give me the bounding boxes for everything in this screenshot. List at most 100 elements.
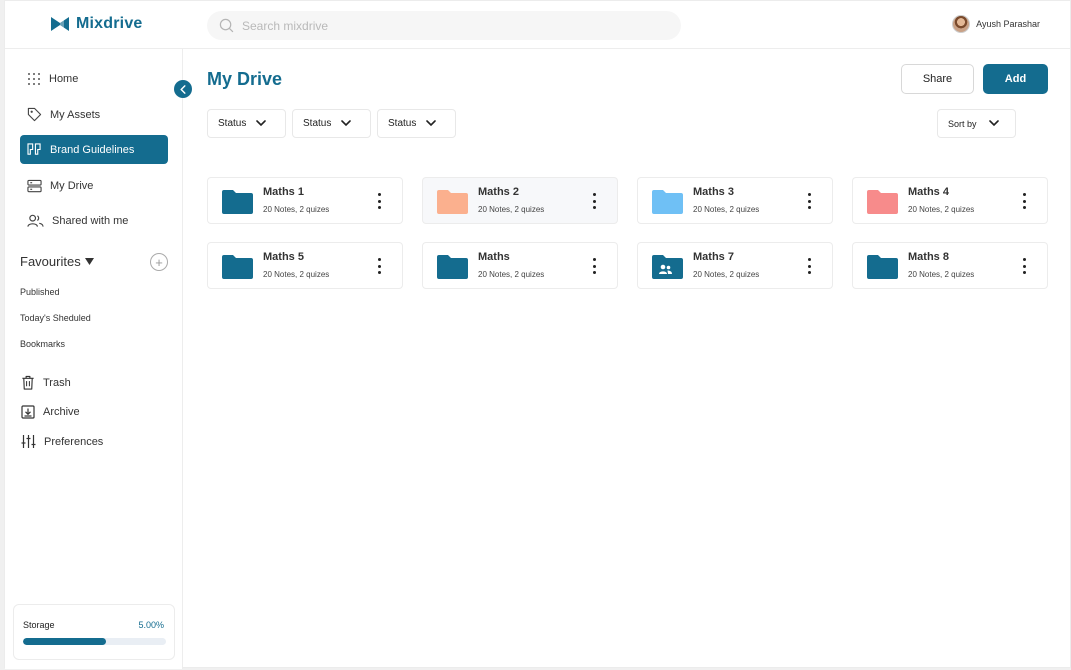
chevron-left-icon xyxy=(180,84,186,94)
folder-icon xyxy=(437,255,468,279)
favourite-item-todays-scheduled[interactable]: Today's Sheduled xyxy=(20,313,91,323)
storage-percent: 5.00% xyxy=(138,620,164,630)
folder-subtitle: 20 Notes, 2 quizes xyxy=(908,270,975,279)
sliders-icon xyxy=(21,435,36,448)
folder-subtitle: 20 Notes, 2 quizes xyxy=(478,270,545,279)
sort-label: Sort by xyxy=(948,118,977,129)
app-window: Mixdrive Ayush Parashar Home xyxy=(4,0,1071,669)
filter-label: Status xyxy=(303,118,332,129)
sidebar: Home My Assets Brand Guidelines My Drive xyxy=(5,49,183,669)
status-filter-2[interactable]: Status xyxy=(292,109,371,138)
avatar[interactable] xyxy=(952,15,971,33)
sidebar-item-my-assets[interactable]: My Assets xyxy=(20,100,168,129)
sidebar-item-label: Brand Guidelines xyxy=(50,143,135,156)
favourites-header[interactable]: Favourites xyxy=(20,254,94,269)
server-icon xyxy=(27,179,42,192)
chevron-down-icon xyxy=(256,120,267,127)
brand-name: Mixdrive xyxy=(76,15,143,32)
dots-grid-icon xyxy=(28,72,40,85)
folder-icon xyxy=(437,190,468,214)
add-button[interactable]: Add xyxy=(983,64,1048,94)
storage-widget: Storage 5.00% xyxy=(13,604,175,660)
search-bar[interactable] xyxy=(207,11,681,40)
more-options-icon[interactable] xyxy=(806,258,812,274)
logo[interactable]: Mixdrive xyxy=(50,15,143,33)
favourite-item-published[interactable]: Published xyxy=(20,287,60,297)
folder-card[interactable]: Maths 1 20 Notes, 2 quizes xyxy=(207,177,403,224)
folder-card[interactable]: Maths 5 20 Notes, 2 quizes xyxy=(207,242,403,289)
tag-icon xyxy=(27,107,42,122)
sidebar-item-trash[interactable]: Trash xyxy=(21,375,71,390)
user-menu[interactable]: Ayush Parashar xyxy=(952,15,1040,33)
folder-subtitle: 20 Notes, 2 quizes xyxy=(263,270,330,279)
folder-subtitle: 20 Notes, 2 quizes xyxy=(693,270,760,279)
add-favourite-button[interactable]: + xyxy=(150,253,168,271)
favourites-title: Favourites xyxy=(20,254,81,269)
quote-icon xyxy=(27,143,41,155)
folder-title: Maths 5 xyxy=(263,251,304,263)
filter-label: Status xyxy=(388,118,417,129)
folder-title: Maths xyxy=(478,251,510,263)
sidebar-item-brand-guidelines[interactable]: Brand Guidelines xyxy=(20,135,168,164)
folder-icon xyxy=(222,190,253,214)
top-bar: Mixdrive Ayush Parashar xyxy=(5,1,1070,49)
collapse-sidebar-button[interactable] xyxy=(174,80,192,98)
more-options-icon[interactable] xyxy=(376,258,382,274)
storage-label: Storage xyxy=(23,620,55,630)
folder-title: Maths 7 xyxy=(693,251,734,263)
more-options-icon[interactable] xyxy=(591,193,597,209)
folder-title: Maths 4 xyxy=(908,186,949,198)
folder-subtitle: 20 Notes, 2 quizes xyxy=(478,205,545,214)
folder-card[interactable]: Maths 4 20 Notes, 2 quizes xyxy=(852,177,1048,224)
more-options-icon[interactable] xyxy=(806,193,812,209)
folder-subtitle: 20 Notes, 2 quizes xyxy=(693,205,760,214)
sidebar-item-label: My Assets xyxy=(50,108,101,121)
sidebar-item-label: My Drive xyxy=(50,179,94,192)
archive-icon xyxy=(21,405,35,419)
trash-icon xyxy=(22,375,34,390)
sort-dropdown[interactable]: Sort by xyxy=(937,109,1016,138)
sidebar-item-label: Archive xyxy=(43,406,80,418)
main-content: My Drive Share Add Status Status Status … xyxy=(184,49,1070,667)
storage-progress-bar xyxy=(23,638,166,645)
folder-card[interactable]: Maths 20 Notes, 2 quizes xyxy=(422,242,618,289)
sidebar-item-label: Preferences xyxy=(44,435,104,448)
folder-title: Maths 3 xyxy=(693,186,734,198)
folder-card[interactable]: Maths 3 20 Notes, 2 quizes xyxy=(637,177,833,224)
folder-title: Maths 1 xyxy=(263,186,304,198)
share-button[interactable]: Share xyxy=(901,64,974,94)
sidebar-item-label: Trash xyxy=(43,376,71,389)
folder-title: Maths 8 xyxy=(908,251,949,263)
chevron-down-icon xyxy=(426,120,437,127)
filter-label: Status xyxy=(218,118,247,129)
shared-folder-icon xyxy=(652,255,683,279)
sidebar-item-label: Home xyxy=(49,72,79,85)
sidebar-item-home[interactable]: Home xyxy=(20,64,168,93)
folder-icon xyxy=(652,190,683,214)
users-icon xyxy=(27,214,44,227)
sidebar-item-my-drive[interactable]: My Drive xyxy=(20,171,168,200)
sidebar-item-shared-with-me[interactable]: Shared with me xyxy=(20,206,168,235)
folder-card[interactable]: Maths 2 20 Notes, 2 quizes xyxy=(422,177,618,224)
sidebar-item-archive[interactable]: Archive xyxy=(21,405,80,419)
more-options-icon[interactable] xyxy=(376,193,382,209)
search-input[interactable] xyxy=(242,18,642,33)
more-options-icon[interactable] xyxy=(1021,193,1027,209)
page-title: My Drive xyxy=(207,69,283,89)
status-filter-1[interactable]: Status xyxy=(207,109,286,138)
folder-subtitle: 20 Notes, 2 quizes xyxy=(263,205,330,214)
storage-progress-fill xyxy=(23,638,106,645)
folder-card[interactable]: Maths 8 20 Notes, 2 quizes xyxy=(852,242,1048,289)
sidebar-item-preferences[interactable]: Preferences xyxy=(21,434,103,449)
folder-title: Maths 2 xyxy=(478,186,519,198)
folder-card[interactable]: Maths 7 20 Notes, 2 quizes xyxy=(637,242,833,289)
more-options-icon[interactable] xyxy=(1021,258,1027,274)
status-filter-3[interactable]: Status xyxy=(377,109,456,138)
chevron-down-icon xyxy=(988,120,999,127)
favourite-item-bookmarks[interactable]: Bookmarks xyxy=(20,339,66,349)
search-icon xyxy=(219,18,234,33)
folder-icon xyxy=(867,190,898,214)
user-name: Ayush Parashar xyxy=(976,19,1040,29)
mixdrive-logo-icon xyxy=(51,17,69,31)
more-options-icon[interactable] xyxy=(591,258,597,274)
